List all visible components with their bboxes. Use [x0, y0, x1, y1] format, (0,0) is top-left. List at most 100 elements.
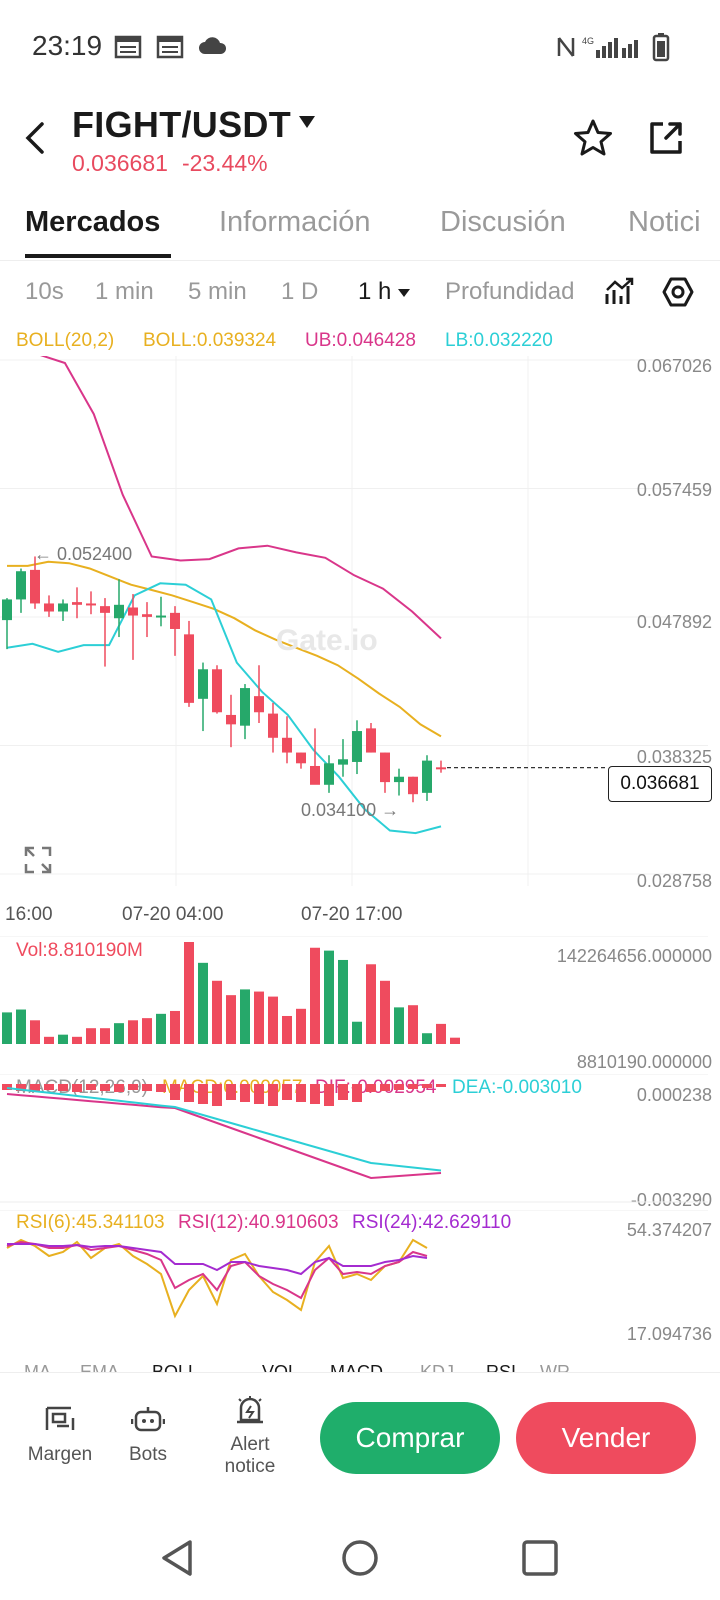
- volume-bar: [240, 989, 250, 1044]
- volume-bar: [422, 1033, 432, 1044]
- pair-title[interactable]: FIGHT/USDT: [72, 104, 291, 145]
- tab-noticias[interactable]: Notici: [628, 206, 701, 238]
- depth-tab[interactable]: Profundidad: [445, 278, 575, 305]
- volume-bar: [58, 1034, 68, 1044]
- interval-1d[interactable]: 1 D: [281, 278, 319, 305]
- macd-histogram-bar: [338, 1084, 348, 1100]
- interval-5min[interactable]: 5 min: [188, 278, 247, 305]
- macd-histogram-bar: [30, 1084, 40, 1092]
- rsi-axis-top: 54.374207: [626, 1220, 712, 1240]
- volume-bar: [324, 950, 334, 1044]
- boll-ub: UB:0.046428: [305, 330, 416, 351]
- candle-body: [16, 571, 26, 600]
- candle-body: [128, 607, 138, 616]
- macd-histogram-bar: [2, 1084, 12, 1090]
- volume-chart: [0, 936, 708, 1044]
- price-axis-label: 0.047892: [636, 612, 712, 632]
- nav-back-icon[interactable]: [158, 1538, 198, 1578]
- volume-bar: [268, 996, 278, 1044]
- macd-histogram-bar: [310, 1084, 320, 1104]
- macd-histogram-bar: [380, 1084, 390, 1091]
- back-arrow-icon[interactable]: [22, 120, 50, 156]
- nav-recents-icon[interactable]: [520, 1538, 560, 1578]
- volume-bar: [366, 964, 376, 1044]
- chart-settings-icon[interactable]: [662, 276, 694, 308]
- fullscreen-icon[interactable]: [24, 846, 52, 874]
- volume-bar: [128, 1020, 138, 1044]
- tab-mercados[interactable]: Mercados: [25, 206, 161, 238]
- svg-text:4G: 4G: [582, 36, 594, 46]
- tab-discusion[interactable]: Discusión: [440, 206, 566, 238]
- volume-bar: [170, 1010, 180, 1044]
- margin-icon: [45, 1406, 75, 1430]
- time-axis-label: 07-20 17:00: [301, 904, 403, 925]
- nav-home-icon[interactable]: [340, 1538, 380, 1578]
- interval-1min[interactable]: 1 min: [95, 278, 154, 305]
- candlestick-chart[interactable]: [0, 356, 720, 896]
- last-price: 0.036681: [72, 150, 168, 176]
- tab-informacion[interactable]: Información: [219, 206, 371, 238]
- favorite-star-icon[interactable]: [573, 118, 613, 158]
- macd-histogram-bar: [58, 1084, 68, 1091]
- macd-histogram-bar: [72, 1084, 82, 1092]
- macd-chart: [0, 1074, 708, 1203]
- macd-histogram-bar: [268, 1084, 278, 1106]
- candle-body: [114, 604, 124, 619]
- macd-histogram-bar: [394, 1084, 404, 1090]
- nfc-icon: [557, 37, 575, 57]
- bots-nav-item[interactable]: Bots: [118, 1404, 178, 1466]
- volume-bar: [450, 1037, 460, 1044]
- sell-button[interactable]: Vender: [516, 1402, 696, 1474]
- macd-histogram-bar: [422, 1084, 432, 1088]
- volume-bar: [394, 1007, 404, 1044]
- signal-icon: 4G: [582, 36, 638, 58]
- volume-bar: [16, 1009, 26, 1044]
- volume-bar: [296, 1008, 306, 1044]
- share-icon[interactable]: [646, 118, 686, 158]
- margin-label: Margen: [27, 1444, 93, 1465]
- main-tabs: [0, 196, 720, 261]
- margin-nav-item[interactable]: Margen: [22, 1404, 98, 1466]
- volume-bar: [436, 1023, 446, 1044]
- alert-bell-icon: [237, 1396, 263, 1424]
- candle-body: [352, 731, 362, 762]
- volume-bar: [44, 1036, 54, 1044]
- alert-label-2: notice: [224, 1456, 276, 1477]
- rsi6-label: RSI(6):45.341103: [16, 1212, 165, 1233]
- volume-bar: [156, 1013, 166, 1044]
- candle-body: [408, 776, 418, 795]
- buy-button[interactable]: Comprar: [320, 1402, 500, 1474]
- macd-histogram-bar: [142, 1084, 152, 1091]
- candle-body: [282, 737, 292, 753]
- time-axis-label: 16:00: [5, 904, 53, 925]
- status-bar: 23:19 4G: [0, 0, 720, 96]
- volume-bar: [226, 995, 236, 1044]
- volume-bar: [338, 959, 348, 1044]
- volume-bar: [198, 962, 208, 1044]
- candle-body: [394, 776, 404, 783]
- caret-down-icon[interactable]: [297, 114, 317, 130]
- watermark-text: Gate.io: [276, 624, 378, 657]
- interval-10s[interactable]: 10s: [25, 278, 64, 305]
- macd-histogram-bar: [198, 1084, 208, 1104]
- indicator-chart-icon[interactable]: [604, 276, 636, 308]
- current-price-tag: 0.036681: [608, 766, 712, 802]
- candle-body: [198, 669, 208, 699]
- boll-name: BOLL(20,2): [16, 330, 115, 351]
- macd-histogram-bar: [366, 1084, 376, 1092]
- candle-body: [72, 602, 82, 605]
- candle-body: [156, 615, 166, 618]
- macd-histogram-bar: [170, 1084, 180, 1100]
- candle-body: [44, 603, 54, 612]
- rsi24-label: RSI(24):42.629110: [352, 1212, 512, 1233]
- price-change: -23.44%: [181, 150, 268, 176]
- macd-histogram-bar: [352, 1084, 362, 1102]
- alert-label-1: Alert: [230, 1434, 270, 1455]
- calendar-icon: [156, 35, 184, 59]
- boll-lb: LB:0.032220: [445, 330, 553, 351]
- volume-axis-top: 142264656.000000: [556, 946, 712, 966]
- candle-body: [268, 713, 278, 738]
- alert-nav-item[interactable]: Alert notice: [210, 1394, 290, 1478]
- volume-bar: [86, 1028, 96, 1044]
- interval-1h[interactable]: 1 h: [358, 278, 411, 306]
